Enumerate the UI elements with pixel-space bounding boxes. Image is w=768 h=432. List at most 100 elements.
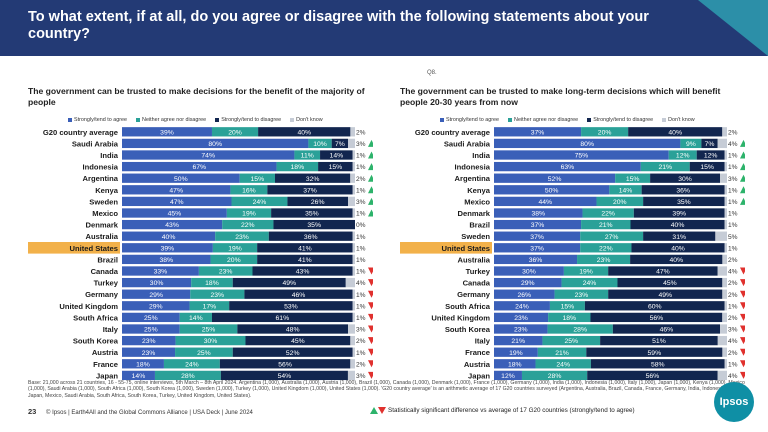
bar-segment-disagree xyxy=(643,231,716,241)
data-label-disagree: 26% xyxy=(311,199,325,206)
bar-segment-dk xyxy=(352,243,355,253)
data-label-agree: 25% xyxy=(144,315,158,322)
country-label: Kenya xyxy=(95,186,119,195)
data-label-dk: 5% xyxy=(728,234,738,241)
data-label-agree: 30% xyxy=(150,280,164,287)
data-label-dk: 4% xyxy=(728,338,738,345)
bar-segment-agree xyxy=(494,370,522,381)
country-label: Saudi Arabia xyxy=(72,139,119,148)
bar-segment-dk xyxy=(717,138,727,149)
data-label-dk: 1% xyxy=(356,153,366,160)
bar-segment-agree xyxy=(494,254,578,265)
data-label-dk: 1% xyxy=(356,164,366,171)
bar-segment-neither xyxy=(668,150,697,160)
sig-up-icon xyxy=(368,174,373,182)
bar-segment-disagree xyxy=(590,312,723,323)
bar-segment-agree xyxy=(122,127,212,137)
bar-segment-agree xyxy=(494,127,582,137)
bar-segment-neither xyxy=(212,243,258,253)
data-label-agree: 37% xyxy=(530,245,544,252)
data-label-agree: 67% xyxy=(192,164,206,171)
bar-segment-neither xyxy=(581,219,631,230)
legend-item-disagree: Strongly/tend to disagree xyxy=(587,117,653,123)
data-label-disagree: 41% xyxy=(298,257,312,264)
bar-segment-disagree xyxy=(600,335,718,346)
data-label-agree: 52% xyxy=(548,176,562,183)
data-label-neither: 20% xyxy=(613,199,627,206)
data-label-dk: 4% xyxy=(728,269,738,276)
highlight-band xyxy=(400,242,492,254)
bar-segment-disagree xyxy=(267,185,353,195)
sig-down-icon xyxy=(740,313,745,321)
bar-segment-disagree xyxy=(633,208,725,218)
bar-segment-disagree xyxy=(232,347,353,357)
data-label-dk: 1% xyxy=(728,164,738,171)
bar-segment-agree xyxy=(122,208,227,218)
footnote: Base: 21,000 across 21 countries, 16 - 5… xyxy=(28,380,745,399)
bar-segment-agree xyxy=(494,231,581,241)
country-label: Kenya xyxy=(467,186,491,195)
data-label-agree: 39% xyxy=(160,129,174,136)
sig-down-icon xyxy=(740,325,745,333)
bar-segment-disagree xyxy=(612,324,721,334)
data-label-agree: 50% xyxy=(545,187,559,194)
bar-segment-disagree xyxy=(650,173,721,183)
sig-down-icon xyxy=(368,290,373,298)
data-label-dk: 1% xyxy=(728,245,738,252)
legend-left: Strongly/tend to agree Neither agree nor… xyxy=(68,116,373,124)
sig-down-icon xyxy=(740,348,745,356)
country-label: Australia xyxy=(458,255,491,264)
data-label-disagree: 59% xyxy=(648,350,662,357)
bar-segment-neither xyxy=(609,185,642,195)
data-label-dk: 1% xyxy=(356,269,366,276)
data-label-dk: 3% xyxy=(356,373,366,380)
bar-segment-neither xyxy=(563,266,609,276)
sig-up-icon xyxy=(740,174,745,182)
bar-segment-disagree xyxy=(318,161,353,172)
data-label-disagree: 36% xyxy=(676,187,690,194)
data-label-agree: 30% xyxy=(522,269,536,276)
data-label-disagree: 7% xyxy=(705,141,715,148)
bar-segment-agree xyxy=(494,347,538,357)
data-label-disagree: 47% xyxy=(656,269,670,276)
data-label-disagree: 45% xyxy=(663,280,677,287)
bar-segment-neither xyxy=(547,324,613,334)
bar-segment-dk xyxy=(352,254,355,265)
bar-segment-disagree xyxy=(641,185,725,195)
bar-segment-disagree xyxy=(689,161,725,172)
bar-segment-agree xyxy=(494,243,581,253)
sig-up-icon xyxy=(368,186,373,194)
data-label-agree: 37% xyxy=(531,129,545,136)
data-label-agree: 23% xyxy=(142,338,156,345)
country-label: Mexico xyxy=(92,209,118,218)
bar-segment-dk xyxy=(722,127,727,137)
data-label-neither: 22% xyxy=(601,211,615,218)
data-label-agree: 63% xyxy=(561,164,575,171)
data-label-agree: 33% xyxy=(154,269,168,276)
data-label-dk: 4% xyxy=(728,373,738,380)
bar-segment-agree xyxy=(494,277,562,288)
bar-segment-dk xyxy=(724,301,727,311)
country-label: Saudi Arabia xyxy=(444,139,491,148)
bar-segment-agree xyxy=(122,289,191,299)
data-label-neither: 14% xyxy=(189,315,203,322)
bar-segment-dk xyxy=(348,138,355,149)
bar-segment-disagree xyxy=(220,370,348,381)
bar-segment-neither xyxy=(211,127,259,137)
highlight-band xyxy=(28,242,120,254)
data-label-neither: 21% xyxy=(555,350,569,357)
data-label-neither: 18% xyxy=(291,164,305,171)
bar-segment-dk xyxy=(722,254,727,265)
bar-segment-disagree xyxy=(696,150,725,160)
bar-segment-disagree xyxy=(211,312,353,323)
bar-segment-disagree xyxy=(587,370,718,381)
data-label-dk: 3% xyxy=(356,141,366,148)
data-label-neither: 11% xyxy=(301,153,314,160)
bar-segment-disagree xyxy=(630,254,723,265)
data-label-disagree: 52% xyxy=(286,350,300,357)
bar-segment-disagree xyxy=(608,266,718,276)
data-label-agree: 44% xyxy=(538,199,552,206)
bar-segment-disagree xyxy=(586,347,723,357)
country-label: Mexico xyxy=(464,197,490,206)
data-label-agree: 24% xyxy=(515,303,529,310)
